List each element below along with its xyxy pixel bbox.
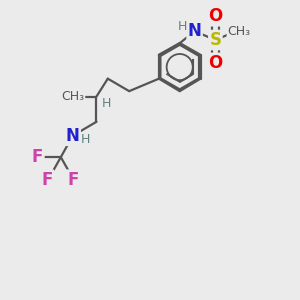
Text: H: H <box>102 98 112 110</box>
Text: F: F <box>42 171 53 189</box>
Text: F: F <box>67 171 78 189</box>
Text: S: S <box>209 31 221 49</box>
Text: H: H <box>178 20 188 33</box>
Text: N: N <box>66 127 80 145</box>
Text: N: N <box>188 22 202 40</box>
Text: F: F <box>32 148 43 166</box>
Text: CH₃: CH₃ <box>61 90 84 103</box>
Text: O: O <box>208 7 223 25</box>
Text: O: O <box>208 54 223 72</box>
Text: H: H <box>80 133 90 146</box>
Text: CH₃: CH₃ <box>228 25 251 38</box>
